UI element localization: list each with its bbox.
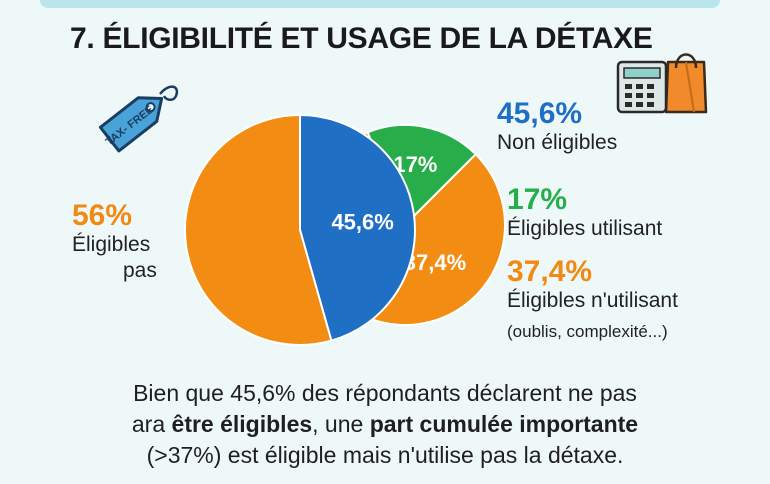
legend-eligibles-nutilisant-sub: (oublis, complexité...) — [507, 322, 668, 341]
legend-eligibles-pas-text-1: Éligibles — [72, 233, 151, 256]
legend-eligibles-nutilisant-value: 37,4% — [507, 255, 593, 288]
legend-non-eligibles: 45,6% Non éligibles — [497, 98, 617, 156]
caption-line-1: Bien que 45,6% des répondants déclarent … — [133, 380, 637, 406]
caption-bold-part-cumulee: part cumulée importante — [369, 411, 639, 437]
pie-slice-eligibles-pas — [184, 113, 333, 346]
pie-slice-non-eligibles — [299, 113, 416, 342]
legend-eligibles-utilisant-text: Éligibles utilisant — [507, 217, 663, 240]
caption-line-2-mid: , une — [312, 411, 370, 437]
legend-eligibles-nutilisant: 37,4% Éligibles n'utilisant (oublis, com… — [507, 256, 678, 344]
legend-eligibles-nutilisant-text: Éligibles n'utilisant — [507, 289, 678, 312]
cash-register-shopping-bag-icon — [616, 53, 708, 114]
legend-eligibles-pas-text-2: pas — [123, 259, 157, 282]
tax-free-tag-icon: TAX- FREE — [98, 85, 179, 153]
legend-eligibles-pas: 56% Éligibles pas — [72, 200, 157, 284]
legend-eligibles-utilisant-value: 17% — [507, 183, 568, 216]
caption-line-3: (>37%) est éligible mais n'utilise pas l… — [146, 442, 624, 468]
legend-non-eligibles-value: 45,6% — [497, 97, 583, 130]
caption: Bien que 45,6% des répondants déclarent … — [40, 378, 730, 471]
legend-eligibles-pas-value: 56% — [72, 199, 133, 232]
legend-non-eligibles-text: Non éligibles — [497, 131, 618, 154]
legend-eligibles-utilisant: 17% Éligibles utilisant — [507, 184, 662, 242]
page-title: 7. ÉLIGIBILITÉ ET USAGE DE LA DÉTAXE — [70, 22, 653, 55]
eligibility-pie-chart: 45,6% — [184, 113, 416, 346]
pie-label-non-eligibles: 45,6% — [331, 209, 393, 234]
caption-bold-eligibles: être éligibles — [171, 411, 313, 437]
pie-slice-eligibles-utilisant — [366, 124, 478, 227]
pie-label-eligibles-nutilisant: 37,4% — [404, 250, 466, 275]
top-banner-strip — [40, 0, 720, 8]
caption-line-2: ara être éligibles, une part cumulée imp… — [40, 409, 730, 440]
caption-line-2-pre: ara — [131, 411, 172, 437]
